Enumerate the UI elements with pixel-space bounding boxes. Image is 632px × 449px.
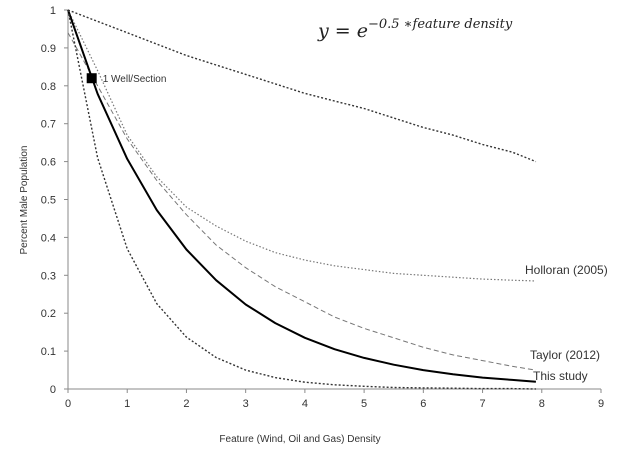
y-tick-label: 0.7 [41,119,56,131]
series-label-2: Holloran (2005) [525,263,608,277]
x-tick-label: 5 [361,398,367,410]
x-tick-label: 0 [65,398,71,410]
series-line-5 [67,9,536,390]
series-label-3: Taylor (2012) [530,348,600,362]
series-line-4 [67,9,536,383]
point-marker [86,73,97,84]
x-tick-label: 2 [183,398,189,410]
x-tick-label: 4 [302,398,308,410]
series-line-3 [67,32,536,371]
y-tick-label: 0.4 [41,232,56,244]
series-layer [67,9,537,390]
y-tick-label: 0.2 [41,308,56,320]
y-tick-label: 0 [50,384,56,396]
x-tick-label: 6 [420,398,426,410]
x-tick-label: 1 [124,398,130,410]
y-axis-title: Percent Male Population [19,146,30,255]
y-tick-label: 0.3 [41,270,56,282]
y-tick-label: 0.5 [41,195,56,207]
point-layer: 1 Well/Section [86,73,167,85]
equation-base: y = e [317,20,368,42]
y-tick-label: 0.1 [41,346,56,358]
axes: 0 1 2 3 4 5 6 7 8 9 0 0.1 0.2 0.3 0.4 0.5 0.6 0.7 0.8 0.9 1 [41,5,604,410]
label-layer: Holloran (2005) Taylor (2012) This study [525,263,608,383]
y-tick-label: 0.8 [41,81,56,93]
equation-exponent: −0.5 ∗feature density [368,17,513,32]
y-tick-label: 0.9 [41,43,56,55]
series-line-1 [67,9,537,163]
y-tick-label: 0.6 [41,157,56,169]
x-tick-label: 8 [539,398,545,410]
x-tick-label: 9 [598,398,604,410]
point-label: 1 Well/Section [103,74,167,85]
equation: y = e−0.5 ∗feature density [317,17,513,42]
y-tick-label: 1 [50,5,56,17]
x-tick-label: 7 [479,398,485,410]
series-label-4: This study [533,369,588,383]
series-line-2 [67,9,536,282]
x-axis-title: Feature (Wind, Oil and Gas) Density [219,434,380,445]
x-tick-label: 3 [243,398,249,410]
